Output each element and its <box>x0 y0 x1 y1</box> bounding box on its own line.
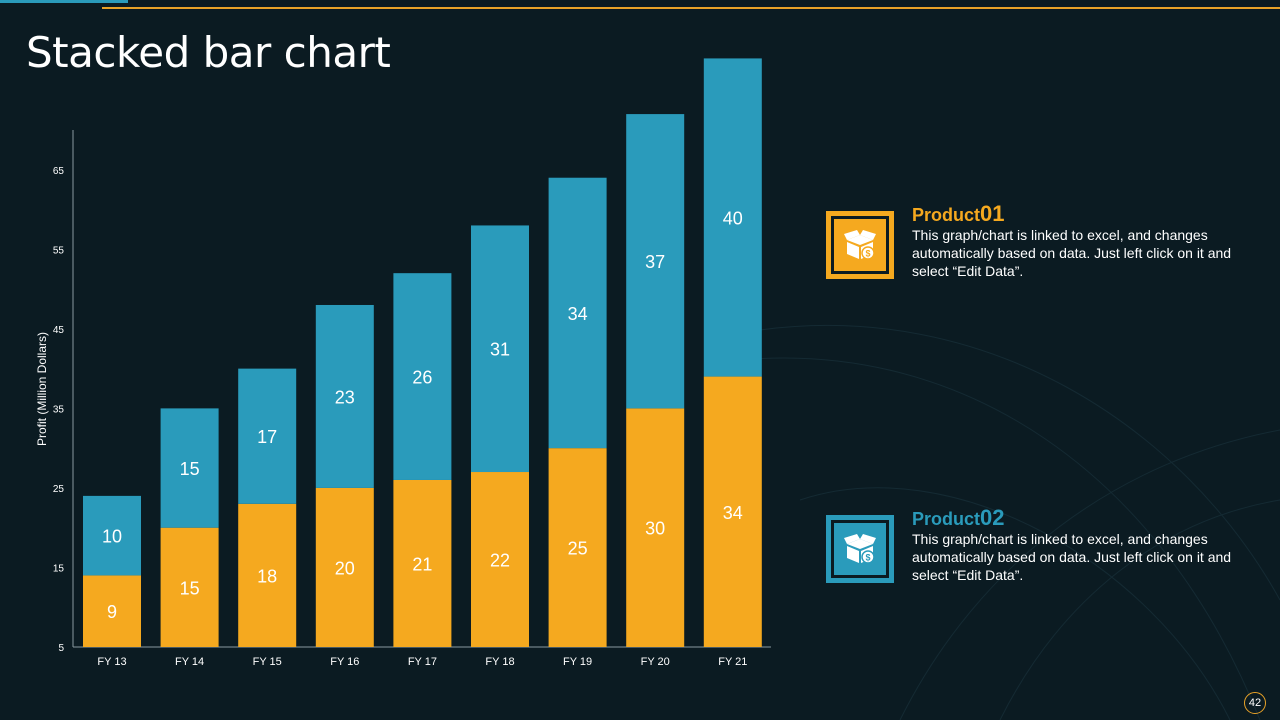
bar-product-02 <box>548 177 607 449</box>
bar-product-01 <box>238 503 297 647</box>
box-dollar-icon: $ <box>844 230 876 260</box>
bar-value-label: 30 <box>645 519 665 539</box>
stacked-bar-chart: 5 15 25 35 45 55 65 Profit (Million Dollars) 9 10… <box>35 58 771 668</box>
x-tick-label: FY 15 <box>253 656 282 668</box>
page-number-badge: 42 <box>1244 692 1266 714</box>
bar-product-01 <box>626 408 685 647</box>
x-tick-label: FY 13 <box>97 656 126 668</box>
bar-product-01 <box>703 376 762 647</box>
legend-label-number: 01 <box>980 201 1005 226</box>
x-tick-label: FY 19 <box>563 656 592 668</box>
bar-value-label: 20 <box>335 558 355 578</box>
top-accent-bar <box>0 0 128 3</box>
slide-title: Stacked bar chart <box>26 28 391 77</box>
y-axis-label: Profit (Million Dollars) <box>35 332 49 446</box>
bar-product-02 <box>315 304 374 488</box>
svg-text:$: $ <box>865 553 870 563</box>
y-tick-label: 55 <box>53 245 65 256</box>
bar-value-label: 21 <box>412 554 432 574</box>
y-tick-label: 25 <box>53 484 65 495</box>
bar-product-01 <box>393 479 452 647</box>
x-tick-label: FY 17 <box>408 656 437 668</box>
bar-value-label: 23 <box>335 387 355 407</box>
x-tick-label: FY 21 <box>718 656 747 668</box>
bar-value-label: 10 <box>102 527 122 547</box>
legend-description-product-02: This graph/chart is linked to excel, and… <box>912 531 1232 583</box>
bar-product-02 <box>471 225 529 473</box>
box-dollar-icon: $ <box>844 534 876 564</box>
bar-product-02 <box>393 273 452 480</box>
legend-label-word: Product <box>912 509 981 529</box>
bar-value-label: 22 <box>490 551 510 571</box>
y-tick-label: 5 <box>58 643 64 654</box>
x-tick-label: FY 16 <box>330 656 359 668</box>
bar-product-01 <box>471 472 529 647</box>
bar-value-label: 25 <box>568 539 588 559</box>
x-tick-label: FY 20 <box>641 656 670 668</box>
y-tick-label: 35 <box>53 404 65 415</box>
legend-label-number: 02 <box>980 505 1005 530</box>
legend-heading-product-01: Product01 <box>912 201 1005 227</box>
legend-heading-product-02: Product02 <box>912 505 1005 531</box>
bar-value-label: 18 <box>257 566 277 586</box>
x-tick-label: FY 14 <box>175 656 204 668</box>
y-tick-label: 65 <box>53 166 65 177</box>
bar-value-label: 37 <box>645 252 665 272</box>
x-tick-label: FY 18 <box>485 656 514 668</box>
bar-product-01 <box>83 575 141 647</box>
top-divider-line <box>102 7 1280 9</box>
y-tick-label: 15 <box>53 563 65 574</box>
bar-value-label: 9 <box>107 602 117 622</box>
bar-product-01 <box>548 448 607 647</box>
bar-product-02 <box>83 495 141 576</box>
y-tick-label: 45 <box>53 325 65 336</box>
bar-value-label: 17 <box>257 427 277 447</box>
bar-value-label: 15 <box>180 578 200 598</box>
svg-text:$: $ <box>865 249 870 259</box>
bar-value-label: 34 <box>723 503 743 523</box>
legend-description-product-01: This graph/chart is linked to excel, and… <box>912 227 1232 279</box>
bar-product-02 <box>626 114 685 409</box>
bar-product-02 <box>238 368 297 504</box>
bar-product-02 <box>160 408 219 528</box>
bar-value-label: 34 <box>568 304 588 324</box>
bar-value-label: 15 <box>180 459 200 479</box>
bar-product-02 <box>703 58 762 377</box>
bar-value-label: 26 <box>412 368 432 388</box>
bar-product-01 <box>315 487 374 647</box>
bar-value-label: 40 <box>723 208 743 228</box>
legend-label-word: Product <box>912 205 981 225</box>
bar-value-label: 31 <box>490 340 510 360</box>
legend-swatch-product-01: $ <box>826 211 894 279</box>
bar-product-01 <box>160 527 219 647</box>
legend-swatch-product-02: $ <box>826 515 894 583</box>
